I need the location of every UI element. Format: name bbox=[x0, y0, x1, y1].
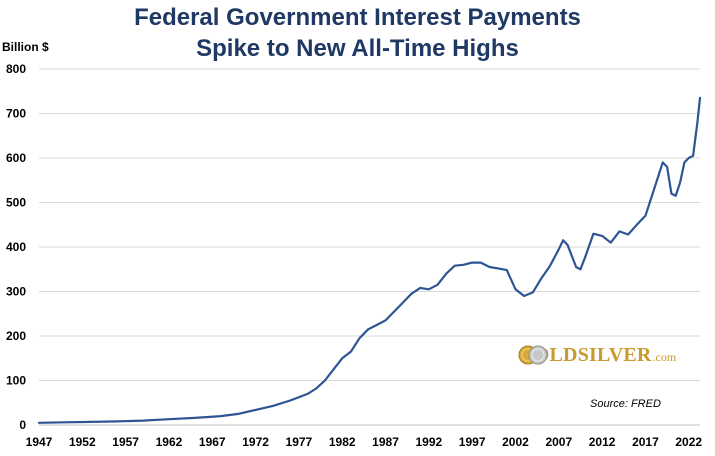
x-tick-label-1962: 1962 bbox=[156, 435, 183, 449]
y-tick-label-300: 300 bbox=[6, 285, 26, 299]
y-tick-label-600: 600 bbox=[6, 151, 26, 165]
x-tick-label-2022: 2022 bbox=[675, 435, 702, 449]
goldsilver-logo: GOLDSILVER .com bbox=[518, 344, 676, 367]
x-tick-label-1957: 1957 bbox=[112, 435, 139, 449]
x-tick-label-1972: 1972 bbox=[242, 435, 269, 449]
source-note: Source: FRED bbox=[590, 398, 661, 410]
series-line-0 bbox=[37, 96, 702, 424]
x-tick-label-2002: 2002 bbox=[502, 435, 529, 449]
y-tick-label-800: 800 bbox=[6, 62, 26, 76]
x-tick-label-1977: 1977 bbox=[286, 435, 313, 449]
y-tick-label-200: 200 bbox=[6, 329, 26, 343]
x-tick-label-1982: 1982 bbox=[329, 435, 356, 449]
title-line-1: Federal Government Interest Payments bbox=[134, 4, 581, 31]
y-tick-label-0: 0 bbox=[19, 418, 26, 432]
gold-silver-coins-icon bbox=[518, 345, 548, 365]
x-tick-label-1987: 1987 bbox=[372, 435, 399, 449]
x-tick-label-1952: 1952 bbox=[69, 435, 96, 449]
y-tick-label-700: 700 bbox=[6, 107, 26, 121]
title-line-2: Spike to New All-Time Highs bbox=[196, 35, 519, 62]
logo-text: GOLDSILVER bbox=[518, 344, 652, 366]
x-tick-label-2017: 2017 bbox=[632, 435, 659, 449]
logo-suffix: .com bbox=[652, 350, 677, 364]
y-tick-label-500: 500 bbox=[6, 196, 26, 210]
y-axis-label: Billion $ bbox=[2, 40, 49, 54]
y-tick-label-100: 100 bbox=[6, 374, 26, 388]
x-tick-label-1947: 1947 bbox=[26, 435, 53, 449]
x-tick-label-2007: 2007 bbox=[545, 435, 572, 449]
y-tick-label-400: 400 bbox=[6, 240, 26, 254]
x-tick-label-2012: 2012 bbox=[589, 435, 616, 449]
x-tick-label-1967: 1967 bbox=[199, 435, 226, 449]
chart-title: Federal Government Interest Payments Spi… bbox=[0, 2, 715, 64]
x-tick-label-1992: 1992 bbox=[415, 435, 442, 449]
x-tick-label-1997: 1997 bbox=[459, 435, 486, 449]
